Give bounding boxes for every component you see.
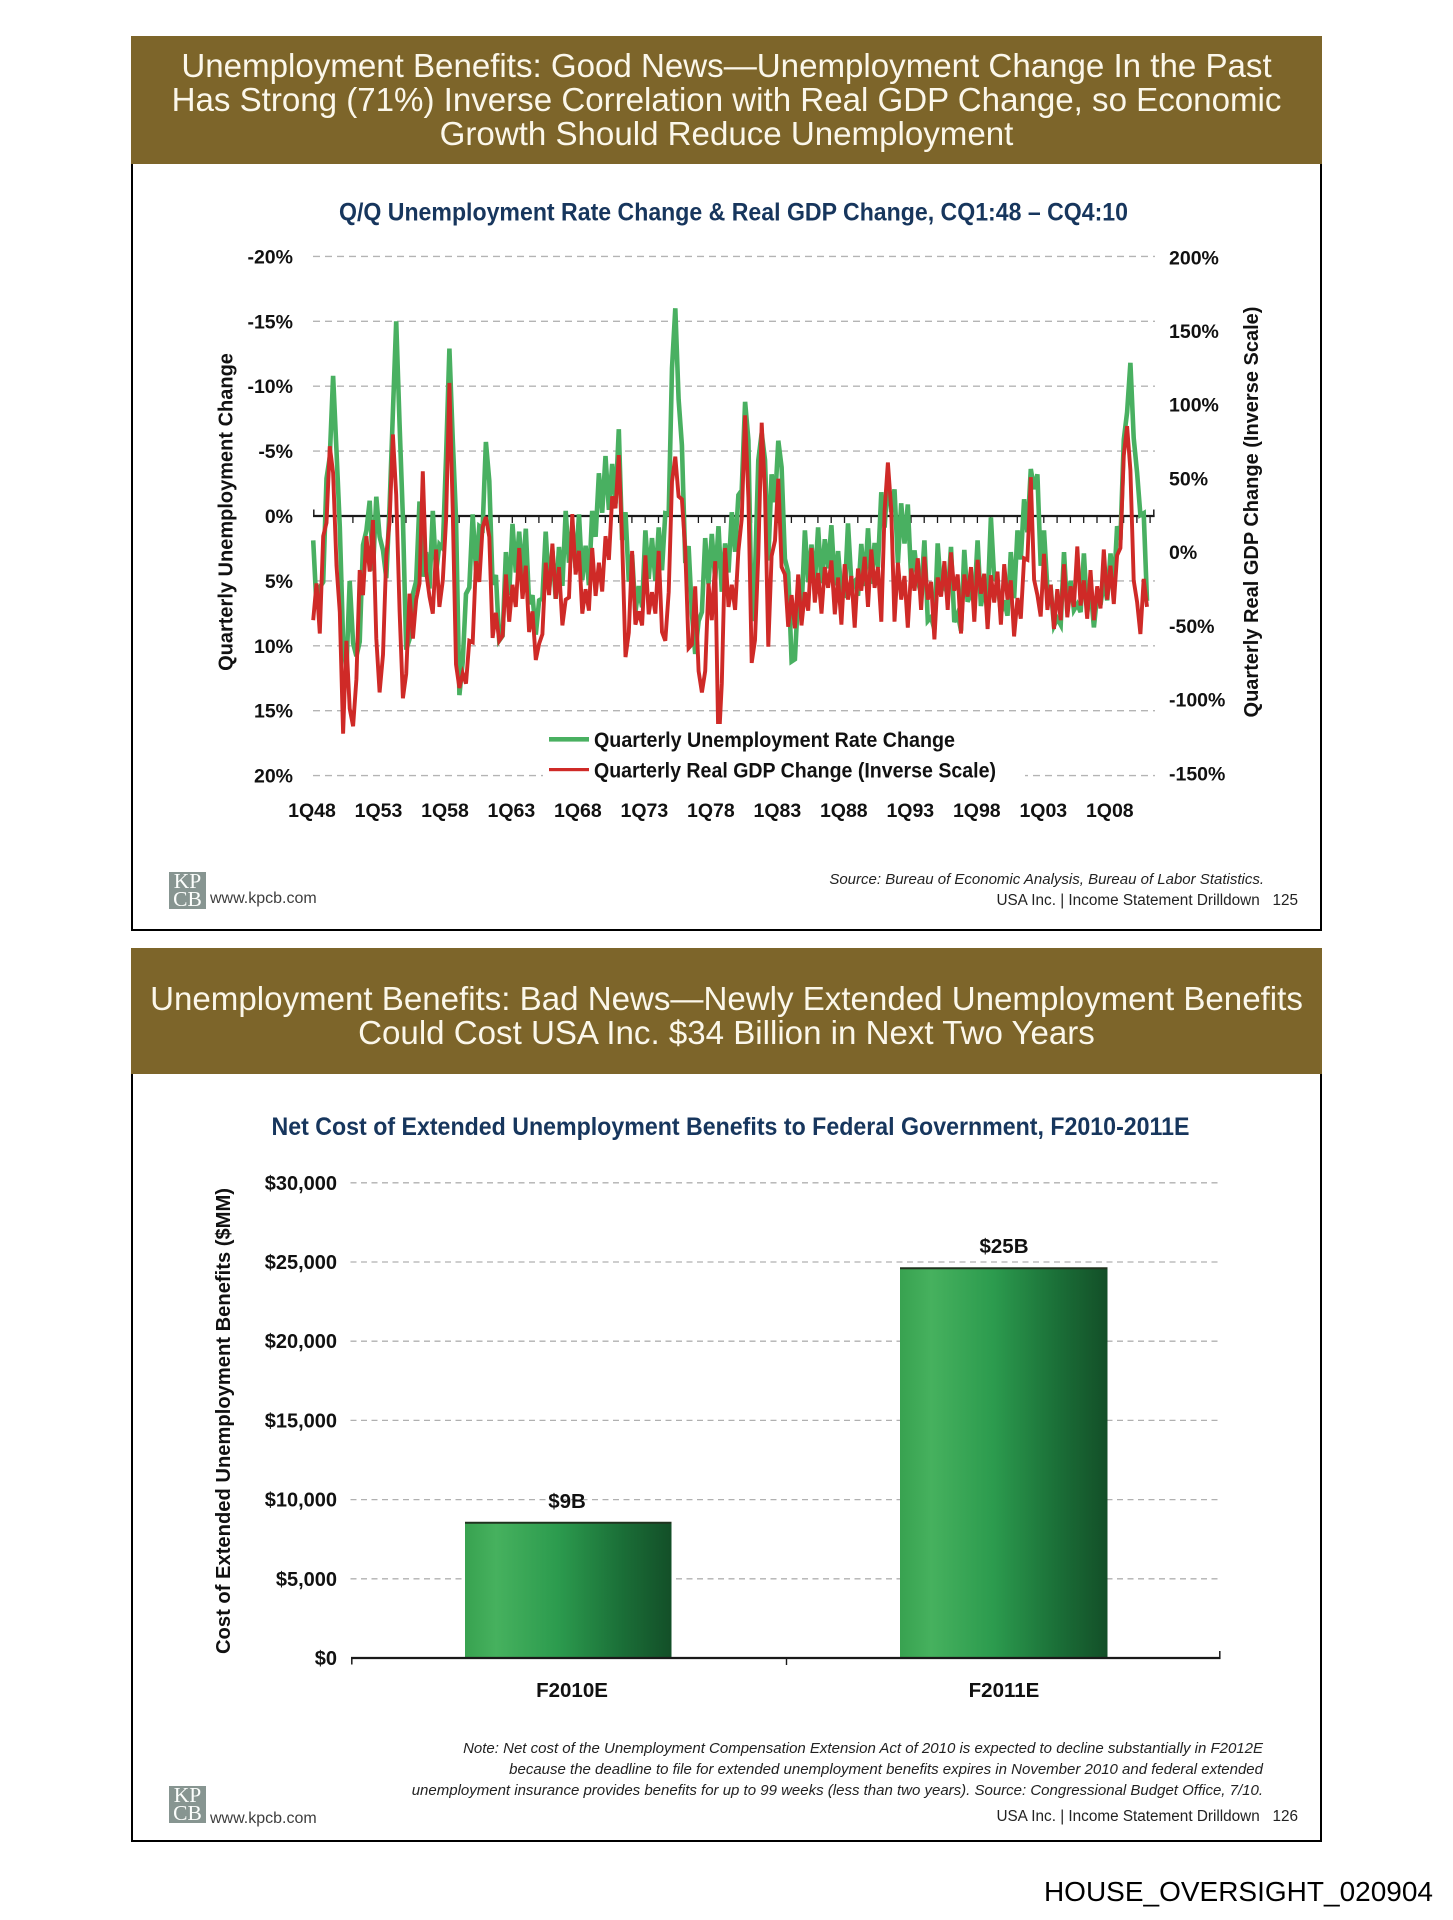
svg-text:150%: 150% (1169, 321, 1219, 343)
svg-text:0%: 0% (1169, 542, 1197, 564)
svg-text:$15,000: $15,000 (265, 1410, 337, 1432)
svg-text:1Q68: 1Q68 (554, 800, 602, 822)
svg-text:1Q08: 1Q08 (1086, 800, 1134, 822)
svg-text:1Q03: 1Q03 (1019, 800, 1067, 822)
svg-text:-10%: -10% (247, 376, 293, 398)
svg-text:Q/Q Unemployment Rate Change &: Q/Q Unemployment Rate Change & Real GDP … (339, 199, 1128, 227)
svg-text:F2011E: F2011E (969, 1679, 1040, 1702)
svg-text:20%: 20% (254, 766, 293, 788)
svg-text:0%: 0% (265, 506, 293, 528)
svg-text:-5%: -5% (258, 441, 293, 463)
svg-text:200%: 200% (1169, 247, 1219, 269)
svg-text:$10,000: $10,000 (265, 1490, 337, 1512)
svg-text:-150%: -150% (1169, 763, 1225, 785)
svg-text:Quarterly Real GDP Change (Inv: Quarterly Real GDP Change (Inverse Scale… (1241, 307, 1263, 718)
svg-text:-15%: -15% (247, 311, 293, 333)
svg-text:$25B: $25B (979, 1235, 1028, 1258)
svg-text:100%: 100% (1169, 395, 1219, 417)
svg-text:5%: 5% (265, 571, 293, 593)
svg-text:-100%: -100% (1169, 690, 1225, 712)
svg-text:$9B: $9B (548, 1490, 586, 1513)
svg-text:1Q83: 1Q83 (754, 800, 802, 822)
svg-text:10%: 10% (254, 636, 293, 658)
svg-text:1Q53: 1Q53 (355, 800, 403, 822)
svg-text:-20%: -20% (247, 246, 293, 268)
svg-text:$25,000: $25,000 (265, 1252, 337, 1274)
svg-text:$5,000: $5,000 (276, 1569, 337, 1591)
svg-text:Quarterly Unemployment Rate Ch: Quarterly Unemployment Rate Change (594, 729, 955, 752)
svg-text:F2010E: F2010E (536, 1679, 608, 1702)
svg-text:1Q98: 1Q98 (953, 800, 1001, 822)
svg-text:1Q73: 1Q73 (621, 800, 669, 822)
svg-text:Net Cost of Extended Unemploym: Net Cost of Extended Unemployment Benefi… (272, 1113, 1190, 1141)
svg-text:Quarterly Real GDP Change (Inv: Quarterly Real GDP Change (Inverse Scale… (594, 760, 996, 783)
svg-text:$30,000: $30,000 (265, 1173, 337, 1195)
svg-text:1Q88: 1Q88 (820, 800, 868, 822)
svg-text:1Q48: 1Q48 (288, 800, 336, 822)
svg-text:Cost of Extended Unemployment: Cost of Extended Unemployment Benefits (… (213, 1188, 235, 1654)
svg-text:$20,000: $20,000 (265, 1331, 337, 1353)
svg-text:1Q93: 1Q93 (886, 800, 934, 822)
svg-text:Quarterly Unemployment Change: Quarterly Unemployment Change (216, 353, 238, 671)
svg-text:1Q78: 1Q78 (687, 800, 735, 822)
svg-text:1Q58: 1Q58 (421, 800, 469, 822)
svg-text:1Q63: 1Q63 (488, 800, 536, 822)
svg-text:50%: 50% (1169, 468, 1208, 490)
svg-text:15%: 15% (254, 701, 293, 723)
svg-text:$0: $0 (315, 1648, 337, 1670)
svg-text:-50%: -50% (1169, 616, 1215, 638)
